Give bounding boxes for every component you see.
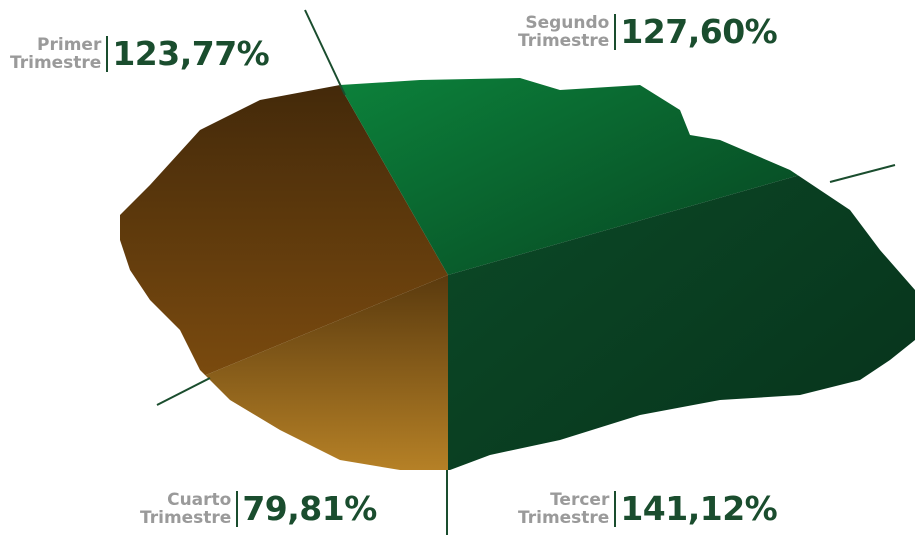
leader-line (156, 377, 211, 406)
section-value: 141,12% (620, 489, 778, 528)
label-line: Trimestre (518, 507, 610, 528)
section-name: Cuarto Trimestre (140, 489, 239, 528)
label-line: Tercer (550, 489, 610, 510)
leader-line (829, 164, 896, 183)
section-value: 127,60% (620, 12, 778, 51)
section-name: Primer Trimestre (10, 34, 109, 73)
label-cuarto: Cuarto Trimestre 79,81% (140, 489, 377, 528)
label-segundo: Segundo Trimestre 127,60% (518, 12, 778, 51)
label-primer: Primer Trimestre 123,77% (10, 34, 270, 73)
section-value: 123,77% (112, 34, 270, 73)
sector-segundo (260, 78, 915, 275)
label-line: Trimestre (140, 507, 232, 528)
label-line: Segundo (525, 12, 610, 33)
label-line: Primer (37, 34, 102, 55)
section-value: 79,81% (242, 489, 377, 528)
section-name: Segundo Trimestre (518, 12, 617, 51)
leader-line (304, 9, 346, 96)
label-line: Trimestre (10, 52, 102, 73)
leader-lines (156, 9, 896, 535)
label-line: Trimestre (518, 30, 610, 51)
sector-primer (120, 78, 448, 460)
section-name: Tercer Trimestre (518, 489, 617, 528)
label-tercer: Tercer Trimestre 141,12% (518, 489, 778, 528)
label-line: Cuarto (167, 489, 232, 510)
